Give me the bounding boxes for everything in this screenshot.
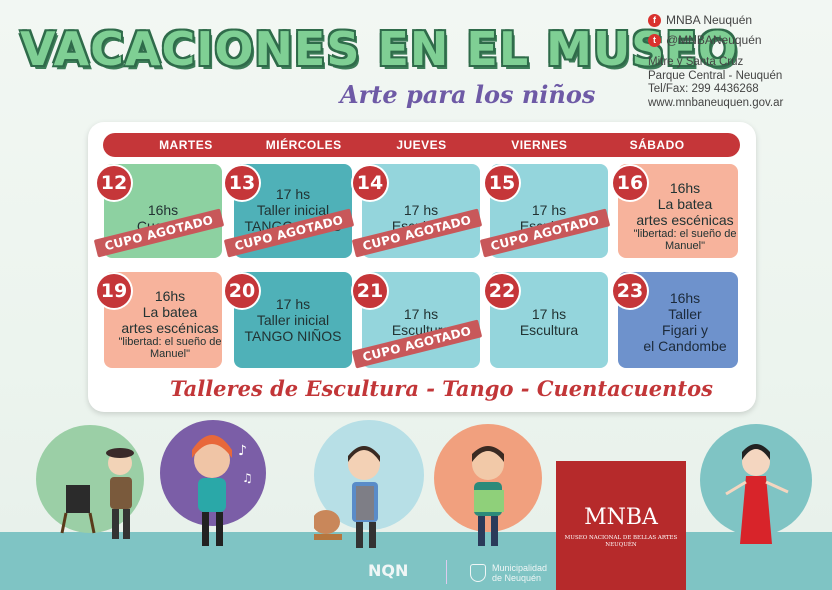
- address-line-1: Mitre y Santa Cruz: [648, 56, 744, 68]
- illustration-singer: ♪ ♫: [160, 420, 266, 546]
- cell-time: 17 hs: [275, 296, 311, 312]
- day-number-20: 20: [225, 274, 259, 308]
- cell-activity-2: Figari y: [662, 322, 708, 338]
- day-header-bar: MARTES MIÉRCOLES JUEVES VIERNES SÁBADO: [103, 133, 740, 157]
- address-block: Mitre y Santa Cruz Parque Central - Neuq…: [648, 56, 828, 110]
- day-number-13: 13: [225, 166, 259, 200]
- cell-activity: Taller inicial: [256, 312, 330, 328]
- phone: Tel/Fax: 299 4436268: [648, 83, 759, 95]
- cell-activity-2: artes escénicas: [636, 212, 734, 228]
- page-title: VACACIONES EN EL MUSEO: [20, 22, 738, 76]
- mnba-logo: MNBA MUSEO NACIONAL DE BELLAS ARTES NEUQ…: [556, 461, 686, 590]
- day-number-21: 21: [353, 274, 387, 308]
- day-sabado: SÁBADO: [629, 138, 685, 152]
- shield-icon: [470, 564, 486, 582]
- day-martes: MARTES: [159, 138, 213, 152]
- facebook-icon: f: [648, 13, 661, 27]
- cell-activity: Taller inicial: [256, 202, 330, 218]
- svg-text:♫: ♫: [242, 471, 253, 485]
- twitter-row[interactable]: t @MNBANeuquén: [648, 30, 828, 50]
- cell-activity: Taller: [668, 306, 702, 322]
- nqn-logo: NQN: [368, 561, 409, 580]
- page-subtitle: Arte para los niños: [340, 80, 596, 109]
- illustration-dancer: [700, 424, 812, 544]
- cell-time: 16hs: [154, 288, 186, 304]
- day-number-14: 14: [353, 166, 387, 200]
- cell-activity-3: el Candombe: [643, 338, 727, 354]
- day-number-15: 15: [485, 166, 519, 200]
- cell-time: 17 hs: [531, 202, 567, 218]
- logo-divider: [446, 560, 447, 584]
- day-number-12: 12: [97, 166, 131, 200]
- day-cell-23[interactable]: 16hs Taller Figari y el Candombe: [618, 272, 738, 368]
- mnba-logo-text: MNBA: [584, 505, 658, 530]
- municipalidad-line-2: de Neuquén: [492, 573, 542, 583]
- cell-time: 16hs: [669, 180, 701, 196]
- municipalidad-logo: Municipalidad de Neuquén: [470, 560, 550, 586]
- mnba-logo-subtext: MUSEO NACIONAL DE BELLAS ARTES NEUQUÉN: [564, 535, 678, 548]
- day-jueves: JUEVES: [396, 138, 447, 152]
- illustration-painter: [36, 425, 144, 539]
- cell-time: 16hs: [147, 202, 179, 218]
- day-number-16: 16: [613, 166, 647, 200]
- day-number-19: 19: [97, 274, 131, 308]
- cell-activity-2: artes escénicas: [121, 320, 219, 336]
- twitter-icon: t: [648, 33, 661, 47]
- day-number-22: 22: [485, 274, 519, 308]
- cell-activity: Escultura: [519, 322, 579, 338]
- address-line-2: Parque Central - Neuquén: [648, 69, 783, 82]
- cell-activity-2: TANGO NIÑOS: [244, 328, 342, 344]
- day-viernes: VIERNES: [511, 138, 568, 152]
- day-cell-22[interactable]: 17 hs Escultura: [490, 272, 608, 368]
- cell-time: 16hs: [669, 290, 701, 306]
- cell-time: 17 hs: [403, 306, 439, 322]
- website-link[interactable]: www.mnbaneuquen.gov.ar: [648, 96, 784, 109]
- day-number-23: 23: [613, 274, 647, 308]
- cell-activity: La batea: [657, 196, 713, 212]
- svg-text:♪: ♪: [238, 443, 247, 459]
- cell-activity: La batea: [142, 304, 198, 320]
- cell-note: "libertad: el sueño de Manuel": [118, 336, 222, 360]
- workshops-tagline: Talleres de Escultura - Tango - Cuentacu…: [170, 376, 713, 401]
- contact-info: f MNBA Neuquén t @MNBANeuquén Mitre y Sa…: [648, 10, 828, 110]
- day-cell-19[interactable]: 16hs La batea artes escénicas "libertad: el…: [104, 272, 222, 368]
- day-cell-20[interactable]: 17 hs Taller inicial TANGO NIÑOS: [234, 272, 352, 368]
- cell-note: "libertad: el sueño de Manuel": [633, 228, 737, 252]
- illustration-reader: [434, 424, 542, 546]
- ground-band: [0, 532, 832, 590]
- cell-time: 17 hs: [531, 306, 567, 322]
- municipalidad-line-1: Municipalidad: [492, 563, 548, 573]
- cell-time: 17 hs: [403, 202, 439, 218]
- day-miercoles: MIÉRCOLES: [265, 138, 342, 152]
- twitter-label: @MNBANeuquén: [666, 33, 762, 47]
- facebook-label: MNBA Neuquén: [666, 13, 753, 27]
- cell-time: 17 hs: [275, 186, 311, 202]
- illustration-sculptor: [310, 420, 424, 548]
- facebook-row[interactable]: f MNBA Neuquén: [648, 10, 828, 30]
